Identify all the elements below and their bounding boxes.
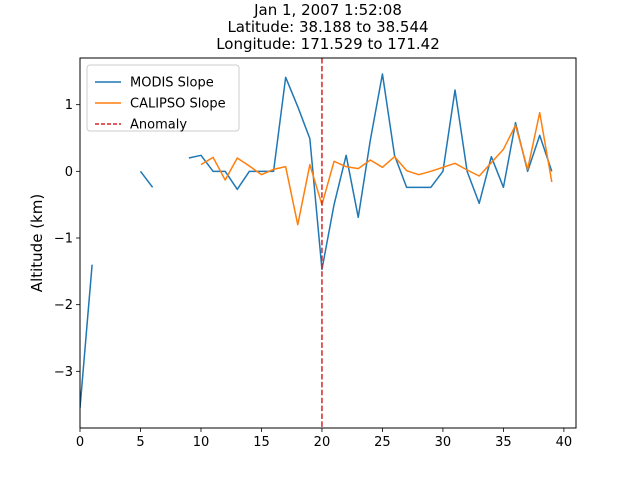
y-tick-label: 0 (65, 165, 73, 180)
legend-box (86, 64, 240, 132)
series-line-modis-slope (139, 170, 154, 188)
x-tick-label: 40 (556, 435, 573, 450)
series-line-modis-slope (188, 73, 553, 271)
x-tick-label: 5 (136, 435, 144, 450)
chart-title-line: Latitude: 38.188 to 38.544 (227, 18, 428, 36)
y-tick-label: −3 (54, 365, 73, 380)
chart-title-line: Longitude: 171.529 to 171.42 (216, 35, 440, 53)
x-tick-label: 35 (495, 435, 512, 450)
x-tick-label: 10 (193, 435, 210, 450)
legend-label: Anomaly (130, 118, 187, 133)
x-tick-label: 20 (314, 435, 331, 450)
legend-label: MODIS Slope (130, 76, 214, 91)
series-line-modis-slope (80, 264, 93, 409)
y-tick-label: 1 (65, 98, 73, 113)
y-tick-label: −1 (54, 232, 73, 247)
y-tick-label: −2 (54, 298, 73, 313)
x-tick-label: 25 (374, 435, 391, 450)
plot-area (80, 58, 553, 428)
chart-title-line: Jan 1, 2007 1:52:08 (253, 1, 402, 19)
legend: MODIS Slope CALIPSO Slope Anomaly (86, 64, 240, 133)
series-line-calipso-slope (200, 111, 553, 226)
axes-frame (79, 57, 577, 429)
axis-ticks: 0 5 10 15 20 25 30 35 40 −3 −2 −1 0 1 (54, 98, 572, 450)
x-tick-label: 15 (253, 435, 270, 450)
x-tick-label: 0 (76, 435, 84, 450)
y-axis-label: Altitude (km) (28, 194, 46, 292)
legend-label: CALIPSO Slope (130, 97, 226, 112)
x-tick-label: 30 (435, 435, 452, 450)
